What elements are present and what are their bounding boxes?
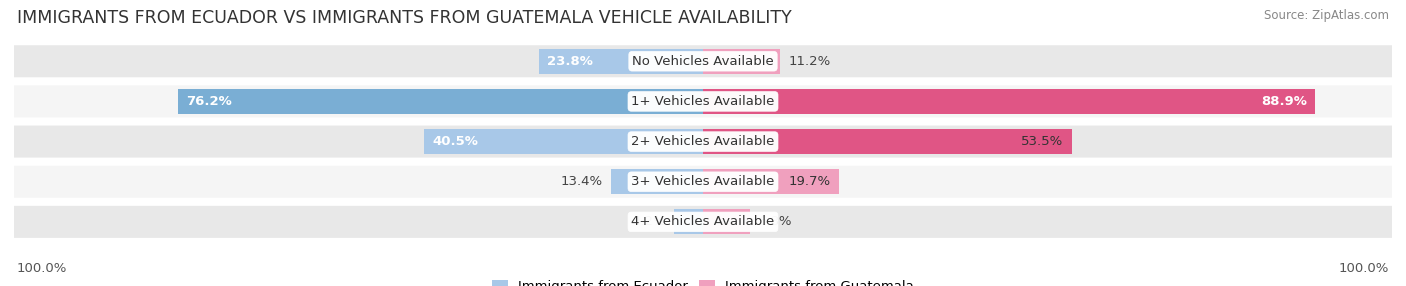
- Text: 4+ Vehicles Available: 4+ Vehicles Available: [631, 215, 775, 228]
- Text: Source: ZipAtlas.com: Source: ZipAtlas.com: [1264, 9, 1389, 21]
- Bar: [538, 49, 703, 74]
- Text: 88.9%: 88.9%: [1261, 95, 1308, 108]
- Text: 2+ Vehicles Available: 2+ Vehicles Available: [631, 135, 775, 148]
- Text: 13.4%: 13.4%: [560, 175, 602, 188]
- Bar: [673, 209, 703, 234]
- Text: 4.2%: 4.2%: [633, 215, 666, 228]
- FancyBboxPatch shape: [4, 205, 1402, 239]
- Bar: [703, 209, 749, 234]
- Text: 53.5%: 53.5%: [1021, 135, 1063, 148]
- Text: No Vehicles Available: No Vehicles Available: [633, 55, 773, 68]
- Bar: [610, 169, 703, 194]
- Bar: [703, 89, 1316, 114]
- Legend: Immigrants from Ecuador, Immigrants from Guatemala: Immigrants from Ecuador, Immigrants from…: [486, 274, 920, 286]
- Bar: [425, 129, 703, 154]
- Bar: [703, 129, 1071, 154]
- Bar: [703, 49, 780, 74]
- FancyBboxPatch shape: [4, 124, 1402, 159]
- Text: 11.2%: 11.2%: [789, 55, 831, 68]
- Text: 6.8%: 6.8%: [758, 215, 792, 228]
- FancyBboxPatch shape: [4, 44, 1402, 78]
- Text: 40.5%: 40.5%: [432, 135, 478, 148]
- Text: 23.8%: 23.8%: [547, 55, 593, 68]
- Text: 76.2%: 76.2%: [186, 95, 232, 108]
- Text: 100.0%: 100.0%: [17, 262, 67, 275]
- Text: 19.7%: 19.7%: [789, 175, 831, 188]
- Text: 3+ Vehicles Available: 3+ Vehicles Available: [631, 175, 775, 188]
- Bar: [703, 169, 839, 194]
- FancyBboxPatch shape: [4, 165, 1402, 199]
- Text: IMMIGRANTS FROM ECUADOR VS IMMIGRANTS FROM GUATEMALA VEHICLE AVAILABILITY: IMMIGRANTS FROM ECUADOR VS IMMIGRANTS FR…: [17, 9, 792, 27]
- Bar: [179, 89, 703, 114]
- Text: 100.0%: 100.0%: [1339, 262, 1389, 275]
- FancyBboxPatch shape: [4, 84, 1402, 118]
- Text: 1+ Vehicles Available: 1+ Vehicles Available: [631, 95, 775, 108]
